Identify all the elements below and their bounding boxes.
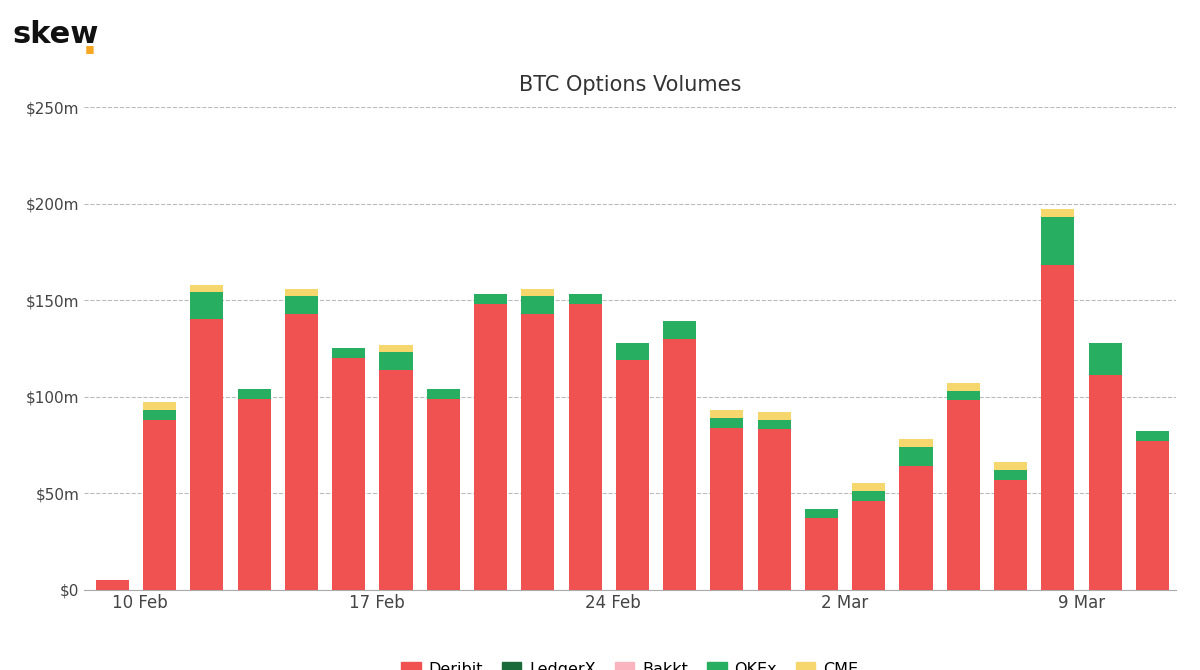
Bar [757, 429, 791, 590]
Bar [427, 399, 460, 590]
Bar [710, 418, 744, 427]
Bar [191, 292, 223, 320]
Bar [947, 401, 980, 590]
Bar [1088, 375, 1122, 590]
Bar [521, 314, 554, 590]
Bar [616, 342, 649, 360]
Bar [96, 580, 128, 590]
Bar [332, 358, 365, 590]
Bar [947, 383, 980, 391]
Bar [947, 391, 980, 401]
Bar [994, 462, 1027, 470]
Bar [1042, 217, 1074, 265]
Bar [1136, 431, 1169, 441]
Bar [191, 285, 223, 292]
Bar [852, 501, 886, 590]
Bar [616, 360, 649, 590]
Bar [238, 399, 271, 590]
Text: skew: skew [12, 20, 98, 49]
Bar [191, 320, 223, 590]
Bar [521, 289, 554, 296]
Bar [474, 294, 508, 304]
Bar [143, 403, 176, 410]
Bar [994, 470, 1027, 480]
Bar [1042, 265, 1074, 590]
Legend: Deribit, LedgerX, Bakkt, OKEx, CME: Deribit, LedgerX, Bakkt, OKEx, CME [395, 655, 865, 670]
Bar [569, 294, 601, 304]
Text: .: . [82, 21, 97, 64]
Bar [664, 322, 696, 339]
Bar [284, 296, 318, 314]
Bar [569, 304, 601, 590]
Title: BTC Options Volumes: BTC Options Volumes [518, 74, 742, 94]
Bar [284, 289, 318, 296]
Bar [757, 412, 791, 420]
Bar [900, 439, 932, 447]
Bar [994, 480, 1027, 590]
Bar [143, 410, 176, 420]
Bar [427, 389, 460, 399]
Bar [143, 420, 176, 590]
Bar [1088, 342, 1122, 375]
Bar [757, 420, 791, 429]
Bar [664, 339, 696, 590]
Bar [900, 447, 932, 466]
Bar [1136, 441, 1169, 590]
Bar [474, 304, 508, 590]
Bar [710, 410, 744, 418]
Bar [332, 348, 365, 358]
Bar [379, 352, 413, 370]
Bar [710, 427, 744, 590]
Bar [805, 509, 838, 518]
Bar [379, 370, 413, 590]
Bar [852, 484, 886, 491]
Bar [284, 314, 318, 590]
Bar [900, 466, 932, 590]
Bar [238, 389, 271, 399]
Bar [852, 491, 886, 501]
Bar [805, 518, 838, 590]
Bar [1042, 210, 1074, 217]
Bar [521, 296, 554, 314]
Bar [379, 344, 413, 352]
